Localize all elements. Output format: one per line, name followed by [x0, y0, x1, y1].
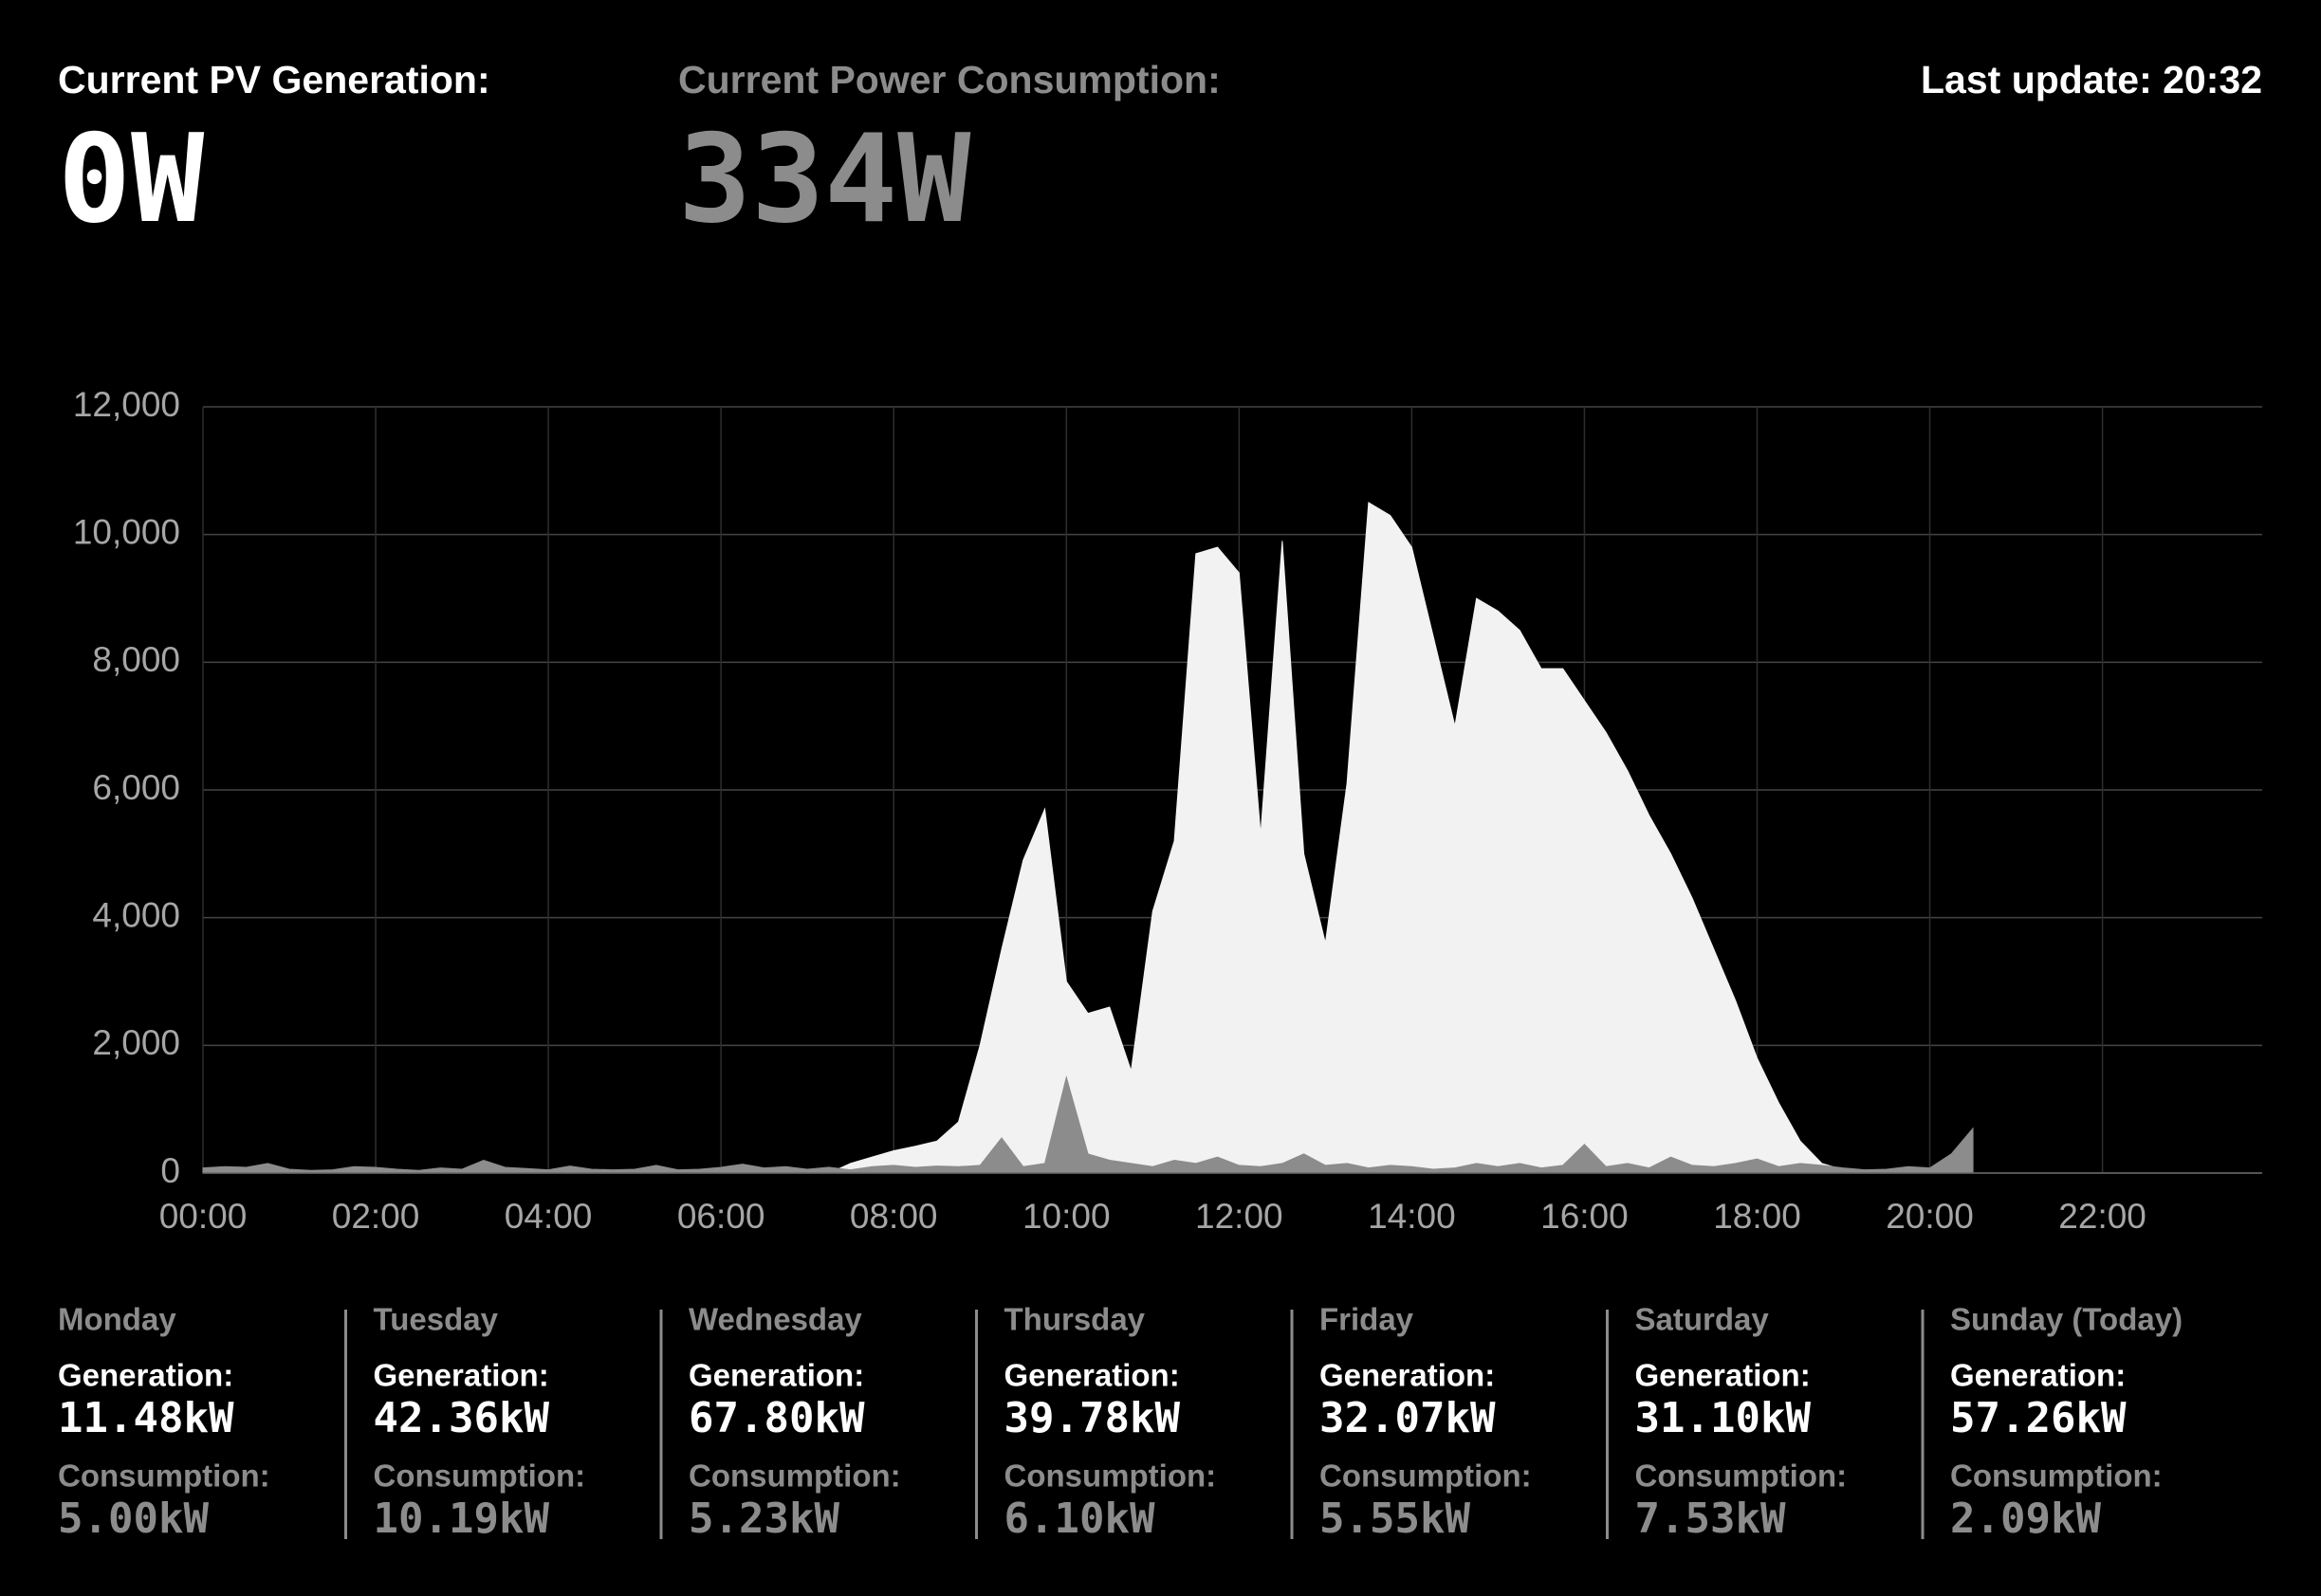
- generation-label: Generation:: [1004, 1358, 1180, 1393]
- consumption-value: 334W: [678, 109, 971, 250]
- x-tick-label: 06:00: [677, 1197, 765, 1236]
- x-tick-label: 12:00: [1195, 1197, 1283, 1236]
- y-tick-label: 12,000: [73, 385, 180, 424]
- consumption-label: Consumption:: [1319, 1458, 1532, 1494]
- generation-value: 67.80kW: [689, 1394, 865, 1442]
- pv-value: 0W: [58, 109, 205, 250]
- generation-label: Generation:: [1319, 1358, 1495, 1393]
- x-tick-label: 16:00: [1540, 1197, 1629, 1236]
- consumption-label: Consumption:: [1635, 1458, 1848, 1494]
- generation-value: 57.26kW: [1950, 1394, 2127, 1442]
- generation-value: 42.36kW: [374, 1394, 550, 1442]
- day-name: Friday: [1319, 1302, 1414, 1337]
- last-update: Last update: 20:32: [1921, 58, 2262, 101]
- consumption-value: 5.23kW: [689, 1495, 839, 1543]
- y-tick-label: 4,000: [92, 895, 180, 934]
- generation-label: Generation:: [374, 1358, 549, 1393]
- consumption-label: Consumption:: [689, 1458, 901, 1494]
- x-tick-label: 14:00: [1368, 1197, 1456, 1236]
- day-name: Monday: [58, 1302, 176, 1337]
- generation-value: 31.10kW: [1635, 1394, 1812, 1442]
- day-name: Saturday: [1635, 1302, 1770, 1337]
- consumption-label: Consumption:: [58, 1458, 270, 1494]
- generation-value: 32.07kW: [1319, 1394, 1496, 1442]
- day-name: Sunday (Today): [1950, 1302, 2183, 1337]
- day-name: Tuesday: [374, 1302, 499, 1337]
- x-tick-label: 04:00: [505, 1197, 593, 1236]
- consumption-label: Current Power Consumption:: [678, 58, 1221, 101]
- consumption-label: Consumption:: [1950, 1458, 2163, 1494]
- x-tick-label: 02:00: [332, 1197, 420, 1236]
- consumption-value: 7.53kW: [1635, 1495, 1786, 1543]
- consumption-value: 5.55kW: [1319, 1495, 1470, 1543]
- consumption-label: Consumption:: [1004, 1458, 1217, 1494]
- area: [202, 1075, 1974, 1174]
- consumption-label: Consumption:: [374, 1458, 586, 1494]
- y-tick-label: 6,000: [92, 768, 180, 807]
- y-tick-label: 0: [160, 1151, 180, 1190]
- x-tick-label: 20:00: [1886, 1197, 1974, 1236]
- x-tick-label: 22:00: [2058, 1197, 2146, 1236]
- consumption-value: 10.19kW: [374, 1495, 550, 1543]
- x-tick-label: 08:00: [850, 1197, 938, 1236]
- generation-label: Generation:: [58, 1358, 233, 1393]
- generation-value: 11.48kW: [58, 1394, 234, 1442]
- generation-label: Generation:: [1950, 1358, 2126, 1393]
- day-name: Thursday: [1004, 1302, 1146, 1337]
- consumption-value: 6.10kW: [1004, 1495, 1155, 1543]
- generation-label: Generation:: [689, 1358, 864, 1393]
- y-tick-label: 10,000: [73, 512, 180, 551]
- day-name: Wednesday: [689, 1302, 862, 1337]
- x-tick-label: 10:00: [1022, 1197, 1111, 1236]
- y-tick-label: 8,000: [92, 640, 180, 679]
- x-tick-label: 18:00: [1713, 1197, 1801, 1236]
- x-tick-label: 00:00: [159, 1197, 248, 1236]
- y-tick-label: 2,000: [92, 1023, 180, 1062]
- pv-label: Current PV Generation:: [58, 58, 490, 101]
- consumption-value: 2.09kW: [1950, 1495, 2101, 1543]
- generation-label: Generation:: [1635, 1358, 1811, 1393]
- generation-value: 39.78kW: [1004, 1394, 1181, 1442]
- consumption-value: 5.00kW: [58, 1495, 209, 1543]
